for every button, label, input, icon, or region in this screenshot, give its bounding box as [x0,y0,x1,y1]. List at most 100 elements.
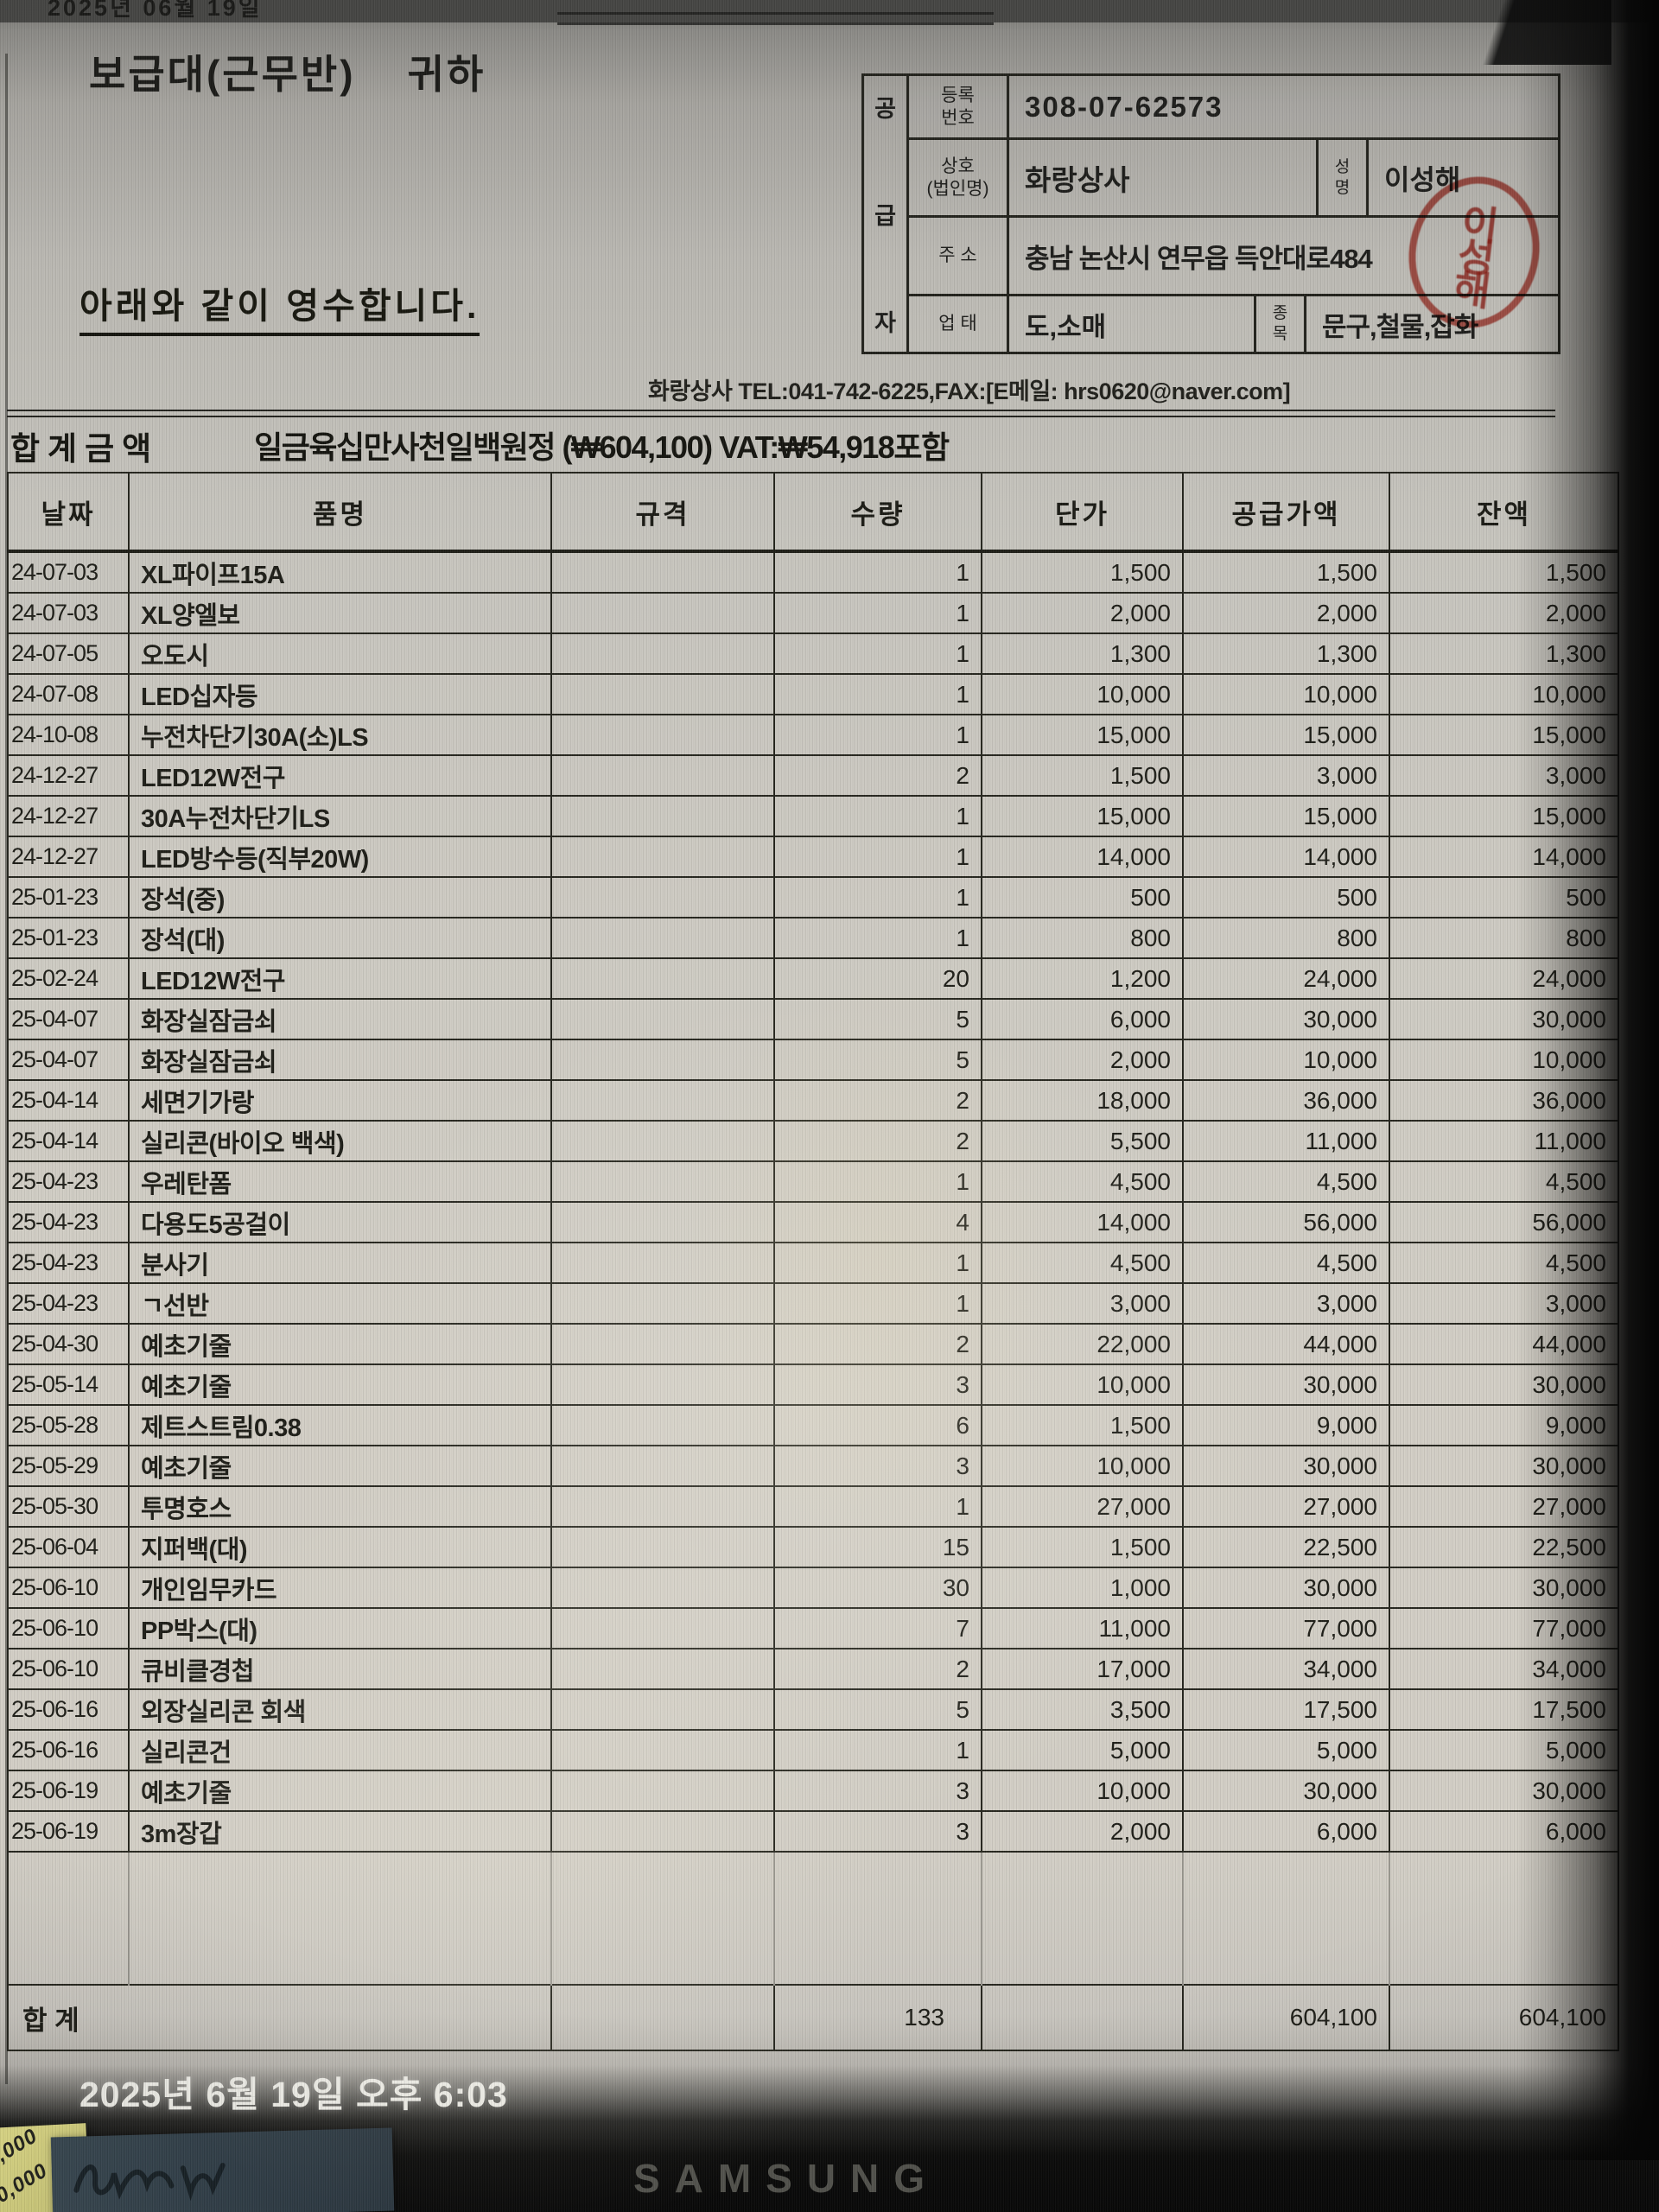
cell-supply-amount: 800 [1182,917,1390,959]
cell-spec [550,1363,775,1406]
table-row: 24-07-03 XL양엘보 1 2,000 2,000 2,000 [7,592,1619,634]
recipient-name: 보급대(근무반) [89,52,356,97]
cell-balance: 30,000 [1389,1770,1619,1812]
table-row: 25-04-07 화장실잠금쇠 5 6,000 30,000 30,000 [7,998,1619,1040]
cell-unit-price: 1,500 [981,1526,1184,1568]
cell-supply-amount: 36,000 [1182,1079,1390,1122]
cell-date: 25-04-23 [7,1242,130,1284]
cell-supply-amount: 500 [1182,876,1390,918]
cell-unit-price: 6,000 [981,998,1184,1040]
table-row: 24-07-08 LED십자등 1 10,000 10,000 10,000 [7,673,1619,715]
table-row: 24-12-27 30A누전차단기LS 1 15,000 15,000 15,000 [7,795,1619,837]
cell-balance: 34,000 [1389,1648,1619,1690]
cell-balance: 9,000 [1389,1404,1619,1446]
cell-spec [550,714,775,756]
cell-quantity: 5 [773,1688,982,1731]
cell-item-name: PP박스(대) [128,1607,552,1649]
cell-spec [550,1607,775,1649]
cell-unit-price: 1,200 [981,957,1184,1000]
supplier-contact-line: 화랑상사 TEL:041-742-6225,FAX:[E메일: hrs0620@… [648,378,1291,404]
cell-item-name: ㄱ선반 [128,1282,552,1325]
total-row: 합 계 133 604,100 604,100 [7,1984,1619,2051]
cell-unit-price: 3,000 [981,1282,1184,1325]
cell-balance: 15,000 [1389,714,1619,756]
cell-unit-price: 2,000 [981,1810,1184,1853]
column-header: 날짜 [7,472,130,553]
cell-unit-price: 2,000 [981,592,1184,634]
table-row: 25-04-30 예초기줄 2 22,000 44,000 44,000 [7,1323,1619,1365]
table-row: 25-04-23 ㄱ선반 1 3,000 3,000 3,000 [7,1282,1619,1325]
cell-supply-amount: 1,300 [1182,632,1390,675]
cell-spec [550,1770,775,1812]
separator-line [7,410,1555,417]
cell-balance: 10,000 [1389,1039,1619,1081]
table-row: 25-06-04 지퍼백(대) 15 1,500 22,500 22,500 [7,1526,1619,1568]
cell-balance: 30,000 [1389,998,1619,1040]
cell-spec [550,1039,775,1081]
cell-item-name: 외장실리콘 회색 [128,1688,552,1731]
total-spec-cell [550,1984,775,2051]
cell-date: 25-01-23 [7,876,130,918]
cell-quantity: 1 [773,1242,982,1284]
ceo-name: 이성해 [1384,163,1461,195]
table-row: 25-04-23 우레탄폼 1 4,500 4,500 4,500 [7,1160,1619,1203]
cell-item-name: 화장실잠금쇠 [128,998,552,1040]
cell-date: 24-07-08 [7,673,130,715]
cell-supply-amount: 4,500 [1182,1242,1390,1284]
cell-unit-price: 11,000 [981,1607,1184,1649]
cell-unit-price: 4,500 [981,1242,1184,1284]
cell-balance: 30,000 [1389,1445,1619,1487]
cell-balance: 30,000 [1389,1567,1619,1609]
cell-quantity: 1 [773,592,982,634]
cell-quantity: 2 [773,1648,982,1690]
cell-item-name: 장석(중) [128,876,552,918]
cell-spec [550,1120,775,1162]
cell-date: 24-07-03 [7,550,130,594]
cell-balance: 77,000 [1389,1607,1619,1649]
cell-balance: 56,000 [1389,1201,1619,1243]
cell-supply-amount: 3,000 [1182,1282,1390,1325]
cell-quantity: 1 [773,1282,982,1325]
cell-balance: 500 [1389,876,1619,918]
table-row: 24-12-27 LED방수등(직부20W) 1 14,000 14,000 14,000 [7,836,1619,878]
cell-item-name: 예초기줄 [128,1323,552,1365]
handwritten-scribble [73,2162,226,2202]
cell-unit-price: 10,000 [981,1770,1184,1812]
registration-label: 등록 번호 [909,76,1009,137]
column-header: 공급가액 [1182,472,1390,553]
cell-quantity: 2 [773,1120,982,1162]
table-row: 25-06-16 외장실리콘 회색 5 3,500 17,500 17,500 [7,1688,1619,1731]
cell-date: 25-05-29 [7,1445,130,1487]
cell-unit-price: 3,500 [981,1688,1184,1731]
table-row: 25-01-23 장석(중) 1 500 500 500 [7,876,1619,918]
cell-quantity: 7 [773,1607,982,1649]
cell-spec [550,1079,775,1122]
cell-date: 24-12-27 [7,795,130,837]
cell-quantity: 20 [773,957,982,1000]
cell-item-name: 오도시 [128,632,552,675]
table-row: 25-04-07 화장실잠금쇠 5 2,000 10,000 10,000 [7,1039,1619,1081]
cell-unit-price: 1,300 [981,632,1184,675]
cell-date: 25-04-07 [7,998,130,1040]
cell-quantity: 2 [773,1323,982,1365]
cell-spec [550,550,775,594]
cell-supply-amount: 4,500 [1182,1160,1390,1203]
cell-spec [550,917,775,959]
table-row: 25-04-14 세면기가랑 2 18,000 36,000 36,000 [7,1079,1619,1122]
supplier-row-registration: 등록 번호 308-07-62573 [909,76,1558,140]
cell-spec [550,1242,775,1284]
cell-date: 24-10-08 [7,714,130,756]
cell-spec [550,632,775,675]
table-row: 24-10-08 누전차단기30A(소)LS 1 15,000 15,000 15,000 [7,714,1619,756]
cell-item-name: 30A누전차단기LS [128,795,552,837]
cell-balance: 6,000 [1389,1810,1619,1853]
cell-balance: 800 [1389,917,1619,959]
cell-supply-amount: 3,000 [1182,754,1390,797]
cell-supply-amount: 30,000 [1182,998,1390,1040]
cell-date: 25-05-14 [7,1363,130,1406]
blank-spacer-row [7,1851,1619,1985]
party-char: 급 [874,203,896,229]
cell-quantity: 2 [773,754,982,797]
recipient-honorific: 귀하 [407,52,486,97]
trade-name: 화랑상사 [1009,140,1319,215]
